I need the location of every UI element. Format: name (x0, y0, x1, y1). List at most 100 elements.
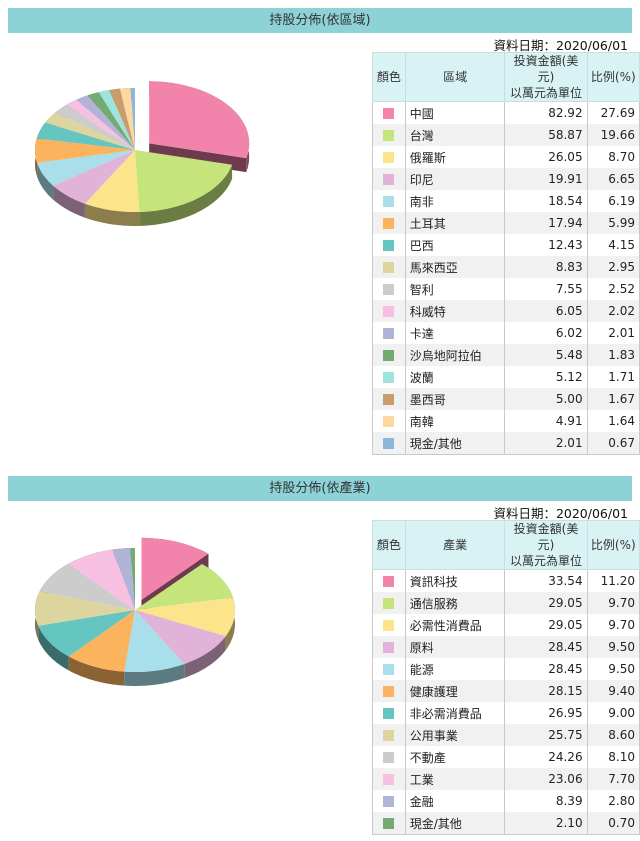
color-cell (372, 410, 406, 432)
pie-slice (66, 99, 135, 150)
pct-cell: 2.02 (586, 300, 640, 322)
name-cell: 健康護理 (404, 680, 506, 702)
pie-slice (141, 537, 209, 600)
pie-slice (135, 597, 235, 637)
color-cell (372, 790, 406, 812)
color-cell (372, 724, 406, 746)
name-cell: 俄羅斯 (404, 146, 506, 168)
name-cell: 現金/其他 (404, 432, 506, 455)
color-cell (372, 768, 406, 790)
color-cell (372, 124, 406, 146)
table-row: 資訊科技 33.54 11.20 (372, 569, 640, 592)
pct-cell: 9.70 (586, 614, 640, 636)
amount-cell: 5.00 (504, 388, 588, 410)
color-cell (372, 344, 406, 366)
name-cell: 波蘭 (404, 366, 506, 388)
pie-slice (124, 610, 185, 672)
pie-slice (68, 549, 135, 610)
region-date: 資料日期：2020/06/01 (493, 38, 628, 53)
table-row: 波蘭 5.12 1.71 (372, 366, 640, 388)
color-swatch (383, 708, 395, 719)
amount-cell: 29.05 (504, 592, 588, 614)
color-cell (372, 300, 406, 322)
color-swatch (383, 394, 395, 405)
amount-cell: 25.75 (504, 724, 588, 746)
color-cell (372, 812, 406, 835)
pie-slice (130, 88, 135, 150)
pct-cell: 0.67 (586, 432, 640, 455)
header-region: 區域 (404, 52, 506, 102)
name-cell: 不動產 (404, 746, 506, 768)
color-swatch (383, 438, 395, 449)
pct-cell: 2.52 (586, 278, 640, 300)
name-cell: 台灣 (404, 124, 506, 146)
pct-cell: 9.40 (586, 680, 640, 702)
header-amount: 投資金額(美元) 以萬元為單位 (504, 52, 588, 102)
amount-cell: 23.06 (504, 768, 588, 790)
color-swatch (383, 108, 395, 119)
header-pct: 比例(%) (586, 52, 640, 102)
name-cell: 通信服務 (404, 592, 506, 614)
color-swatch (383, 306, 395, 317)
region-title-bar: 持股分佈(依區域) (8, 8, 632, 33)
color-swatch (383, 416, 395, 427)
amount-cell: 12.43 (504, 234, 588, 256)
amount-cell: 6.05 (504, 300, 588, 322)
table-row: 俄羅斯 26.05 8.70 (372, 146, 640, 168)
color-swatch (383, 620, 395, 631)
pct-cell: 9.70 (586, 592, 640, 614)
amount-cell: 29.05 (504, 614, 588, 636)
table-row: 科威特 6.05 2.02 (372, 300, 640, 322)
name-cell: 巴西 (404, 234, 506, 256)
pct-cell: 2.95 (586, 256, 640, 278)
pct-cell: 27.69 (586, 101, 640, 124)
color-cell (372, 636, 406, 658)
table-row: 健康護理 28.15 9.40 (372, 680, 640, 702)
color-swatch (383, 598, 395, 609)
pct-cell: 8.10 (586, 746, 640, 768)
amount-cell: 26.05 (504, 146, 588, 168)
table-row: 土耳其 17.94 5.99 (372, 212, 640, 234)
color-swatch (383, 130, 395, 141)
color-swatch (383, 686, 395, 697)
pct-cell: 2.80 (586, 790, 640, 812)
amount-cell: 6.02 (504, 322, 588, 344)
color-cell (372, 278, 406, 300)
name-cell: 公用事業 (404, 724, 506, 746)
table-row: 印尼 19.91 6.65 (372, 168, 640, 190)
color-cell (372, 614, 406, 636)
pct-cell: 8.70 (586, 146, 640, 168)
color-swatch (383, 818, 395, 829)
industry-pie-chart (35, 537, 235, 686)
amount-cell: 18.54 (504, 190, 588, 212)
table-row: 南非 18.54 6.19 (372, 190, 640, 212)
table-row: 不動產 24.26 8.10 (372, 746, 640, 768)
table-row: 中國 82.92 27.69 (372, 101, 640, 124)
pie-slice (39, 564, 136, 610)
industry-table: 顏色 產業 投資金額(美元) 以萬元為單位 比例(%) 資訊科技 33.54 11.2… (372, 520, 640, 835)
pct-cell: 9.00 (586, 702, 640, 724)
table-row: 能源 28.45 9.50 (372, 658, 640, 680)
pie-slice (45, 112, 135, 150)
name-cell: 原料 (404, 636, 506, 658)
pie-slice (84, 150, 140, 212)
pct-cell: 1.83 (586, 344, 640, 366)
amount-cell: 28.15 (504, 680, 588, 702)
name-cell: 金融 (404, 790, 506, 812)
color-swatch (383, 328, 395, 339)
table-row: 墨西哥 5.00 1.67 (372, 388, 640, 410)
color-cell (372, 592, 406, 614)
color-swatch (383, 196, 395, 207)
color-swatch (383, 796, 395, 807)
industry-date: 資料日期：2020/06/01 (493, 506, 628, 521)
color-swatch (383, 174, 395, 185)
amount-cell: 82.92 (504, 101, 588, 124)
color-swatch (383, 262, 395, 273)
color-swatch (383, 730, 395, 741)
table-row: 公用事業 25.75 8.60 (372, 724, 640, 746)
pct-cell: 7.70 (586, 768, 640, 790)
amount-cell: 8.83 (504, 256, 588, 278)
amount-cell: 24.26 (504, 746, 588, 768)
pie-slice (76, 95, 135, 150)
pie-slice (68, 610, 135, 672)
